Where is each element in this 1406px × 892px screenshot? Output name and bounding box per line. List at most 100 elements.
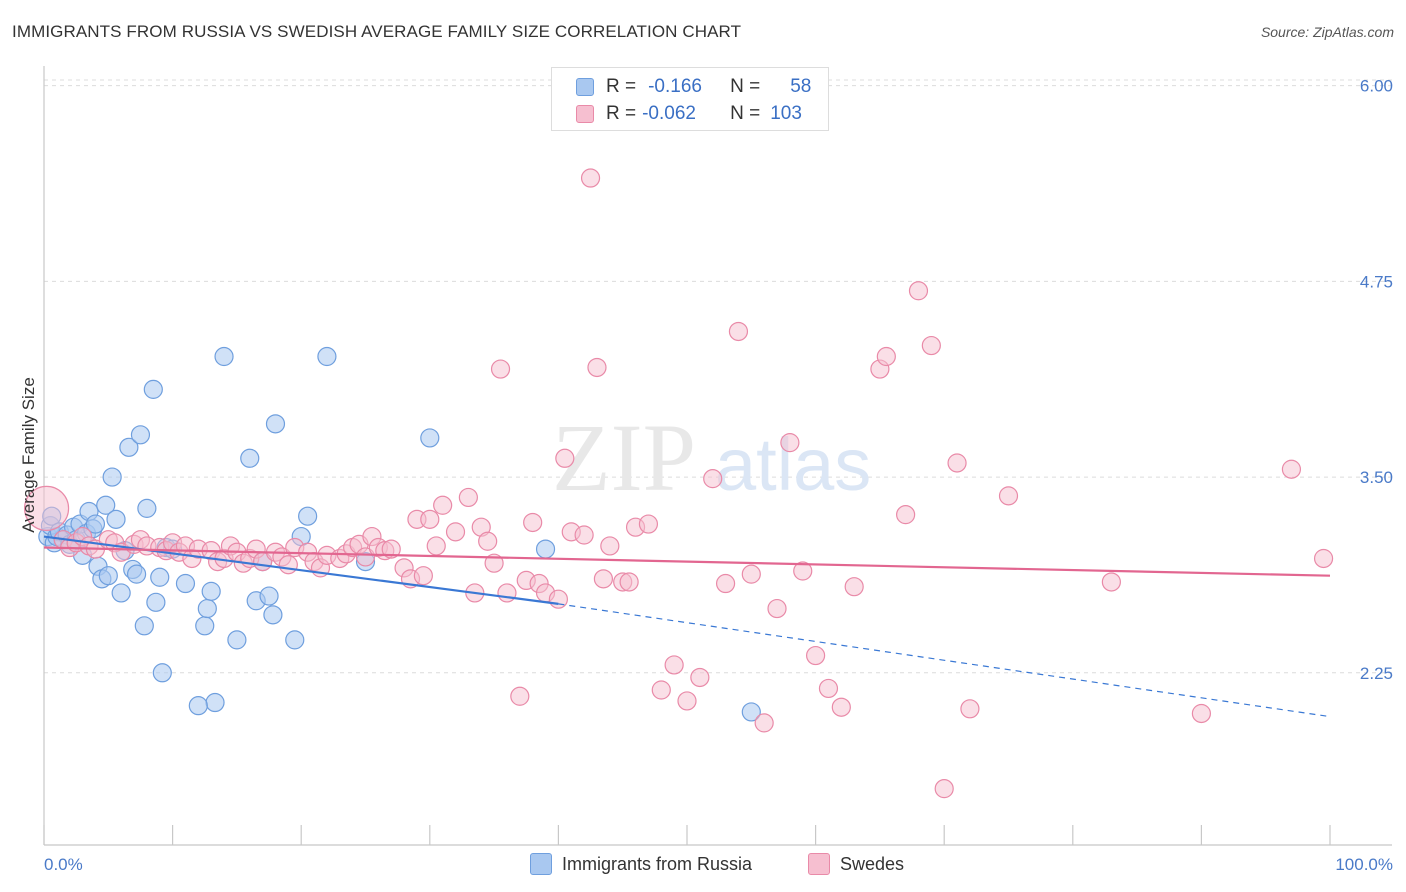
legend-row-russia: R = -0.166 N = 58 <box>552 73 811 101</box>
russia-point <box>240 448 260 468</box>
russia-point <box>102 467 122 487</box>
bottom-legend-russia-label: Immigrants from Russia <box>562 853 753 874</box>
swedes-point <box>523 512 543 533</box>
legend-r-value: -0.062 <box>642 103 696 124</box>
russia-point <box>130 425 151 445</box>
swedes-point <box>619 572 639 592</box>
swedes-point <box>780 433 800 453</box>
swedes-point <box>1313 548 1334 569</box>
russia-point <box>143 379 163 399</box>
bottom-legend-swedes: Swedes <box>808 851 904 877</box>
swedes-point <box>23 485 70 531</box>
swedes-point <box>831 697 851 717</box>
watermark: ZIP atlas <box>552 404 871 511</box>
bottom-swatch-blue <box>530 853 552 875</box>
swedes-point <box>767 598 787 619</box>
russia-point <box>201 581 221 601</box>
russia-trend-extension <box>558 603 1331 718</box>
swedes-point <box>818 678 839 699</box>
swedes-point <box>593 569 614 589</box>
russia-point <box>150 567 170 587</box>
bottom-legend-swedes-label: Swedes <box>840 853 905 874</box>
swedes-point <box>638 514 659 534</box>
swedes-point <box>908 281 929 301</box>
russia-point <box>265 414 286 434</box>
legend-r-label: R = <box>606 76 637 97</box>
russia-point <box>197 598 217 619</box>
russia-point <box>106 509 126 529</box>
swedes-point <box>1281 459 1302 479</box>
legend-r-label: R = <box>606 103 637 124</box>
swedes-point <box>664 655 684 675</box>
x-tick-label: 100.0% <box>1335 855 1393 874</box>
swedes-point <box>426 536 446 556</box>
legend-swatch-pink <box>576 105 594 123</box>
swedes-point <box>355 547 376 567</box>
swedes-point <box>844 577 864 597</box>
russia-point <box>126 564 147 584</box>
swedes-point <box>998 486 1019 506</box>
swedes-point <box>921 335 941 356</box>
russia-point <box>535 539 556 559</box>
bottom-legend-russia: Immigrants from Russia <box>530 851 752 877</box>
y-tick-label: 6.00 <box>1360 77 1393 96</box>
russia-point <box>152 663 172 683</box>
chart-title: IMMIGRANTS FROM RUSSIA VS SWEDISH AVERAG… <box>12 22 742 41</box>
bottom-swatch-pink <box>808 853 830 875</box>
y-tick-label: 4.75 <box>1360 272 1393 291</box>
trend-lines <box>43 535 1331 718</box>
russia-point <box>175 573 196 594</box>
russia-point <box>227 630 247 650</box>
swedes-point <box>478 531 498 551</box>
russia-point <box>188 696 208 716</box>
source-label: Source: ZipAtlas.com <box>1260 24 1394 40</box>
legend-r-value: -0.166 <box>648 76 702 97</box>
swedes-point <box>677 691 697 711</box>
legend-n-value: 103 <box>770 103 802 124</box>
swedes-point <box>278 555 298 575</box>
swedes-point <box>413 566 433 586</box>
swedes-point <box>896 505 916 525</box>
russia-point <box>214 346 234 367</box>
swedes-point <box>1191 703 1212 724</box>
swedes-point <box>947 453 967 473</box>
swedes-point <box>587 357 607 378</box>
swedes-point <box>510 686 530 706</box>
swedes-point <box>600 536 620 556</box>
swedes-point <box>934 779 954 799</box>
swedes-point <box>497 583 517 603</box>
axes <box>43 66 1392 846</box>
tick-labels: 2.25 3.50 4.75 6.00 0.0% 100.0% <box>44 77 1393 874</box>
swedes-point <box>793 561 813 581</box>
legend-row-swedes: R = -0.062 N = 103 <box>552 100 802 128</box>
stats-legend: R = -0.166 N = 58 R = -0.062 N = 103 <box>551 67 829 131</box>
swedes-point <box>433 495 453 515</box>
russia-point <box>298 506 318 526</box>
swedes-point <box>445 522 466 542</box>
swedes-point <box>490 359 511 379</box>
swedes-point <box>574 525 594 545</box>
swedes-point <box>580 168 601 188</box>
russia-point <box>96 495 116 515</box>
watermark-zip: ZIP <box>552 404 696 511</box>
swedes-point <box>876 346 896 367</box>
russia-point <box>263 605 283 625</box>
swedes-point <box>715 573 736 594</box>
swedes-point <box>548 589 569 609</box>
swedes-trend-line <box>43 546 1331 577</box>
russia-point <box>85 514 106 534</box>
swedes-point <box>381 539 401 559</box>
swedes-point <box>960 699 980 719</box>
swedes-point <box>741 564 761 584</box>
russia-point <box>119 437 139 457</box>
swedes-point <box>651 680 671 700</box>
legend-n-label: N = <box>730 76 761 97</box>
russia-point <box>98 566 118 586</box>
russia-point <box>111 583 131 603</box>
russia-point <box>146 592 166 612</box>
russia-point <box>741 702 761 722</box>
swedes-point <box>728 321 749 342</box>
russia-point <box>195 616 215 636</box>
swedes-point <box>555 448 575 468</box>
